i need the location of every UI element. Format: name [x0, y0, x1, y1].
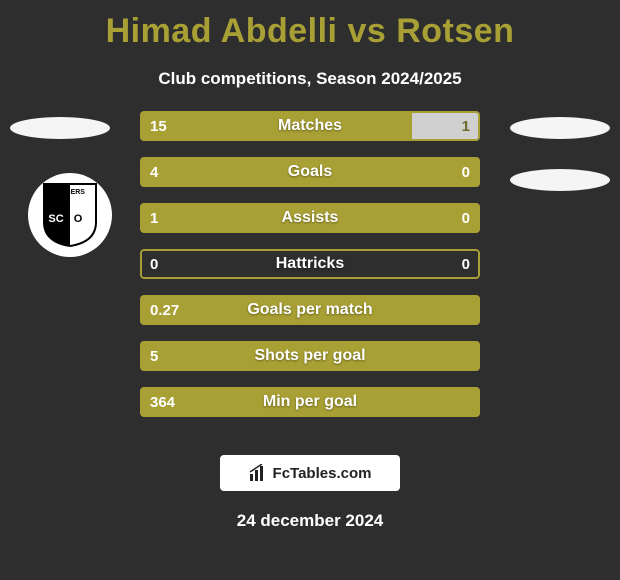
stat-label: Goals	[140, 157, 480, 187]
stat-value-left: 5	[150, 341, 158, 371]
stat-row: Min per goal364	[140, 387, 480, 417]
logo-text-sco-right: O	[74, 213, 83, 225]
stat-value-left: 0.27	[150, 295, 179, 325]
page-subtitle: Club competitions, Season 2024/2025	[0, 69, 620, 89]
date-text: 24 december 2024	[0, 511, 620, 531]
logo-text-top: ANGERS	[55, 189, 85, 196]
stat-value-left: 15	[150, 111, 167, 141]
stat-label: Matches	[140, 111, 480, 141]
team-left-logo: ANGERS SC O	[28, 173, 112, 257]
chart-icon	[249, 464, 267, 482]
angers-shield-icon: ANGERS SC O	[42, 182, 98, 248]
stat-value-right: 1	[462, 111, 470, 141]
stat-value-right: 0	[462, 249, 470, 279]
stat-value-left: 1	[150, 203, 158, 233]
stat-value-right: 0	[462, 203, 470, 233]
player-right-placeholder-2	[510, 169, 610, 191]
stat-row: Assists1 0	[140, 203, 480, 233]
stat-label: Min per goal	[140, 387, 480, 417]
page-title: Himad Abdelli vs Rotsen	[0, 0, 620, 51]
stat-label: Assists	[140, 203, 480, 233]
stat-label: Shots per goal	[140, 341, 480, 371]
stat-row: Shots per goal5	[140, 341, 480, 371]
player-left-placeholder	[10, 117, 110, 139]
stat-label: Hattricks	[140, 249, 480, 279]
stat-row: Goals per match0.27	[140, 295, 480, 325]
logo-text-sco-left: SC	[48, 213, 63, 225]
player-right-placeholder	[510, 117, 610, 139]
comparison-content: ANGERS SC O Matches151Goals40Assists10Ha…	[0, 117, 620, 437]
stat-value-left: 364	[150, 387, 175, 417]
stat-value-right: 0	[462, 157, 470, 187]
stat-row: Hattricks0 0	[140, 249, 480, 279]
stat-row: Matches15 1	[140, 111, 480, 141]
brand-badge[interactable]: FcTables.com	[220, 455, 400, 491]
stat-value-left: 4	[150, 157, 158, 187]
stat-value-left: 0	[150, 249, 158, 279]
stat-bars-container: Matches151Goals40Assists10Hattricks00Goa…	[140, 111, 480, 433]
brand-text: FcTables.com	[273, 465, 372, 482]
stat-label: Goals per match	[140, 295, 480, 325]
stat-row: Goals4 0	[140, 157, 480, 187]
